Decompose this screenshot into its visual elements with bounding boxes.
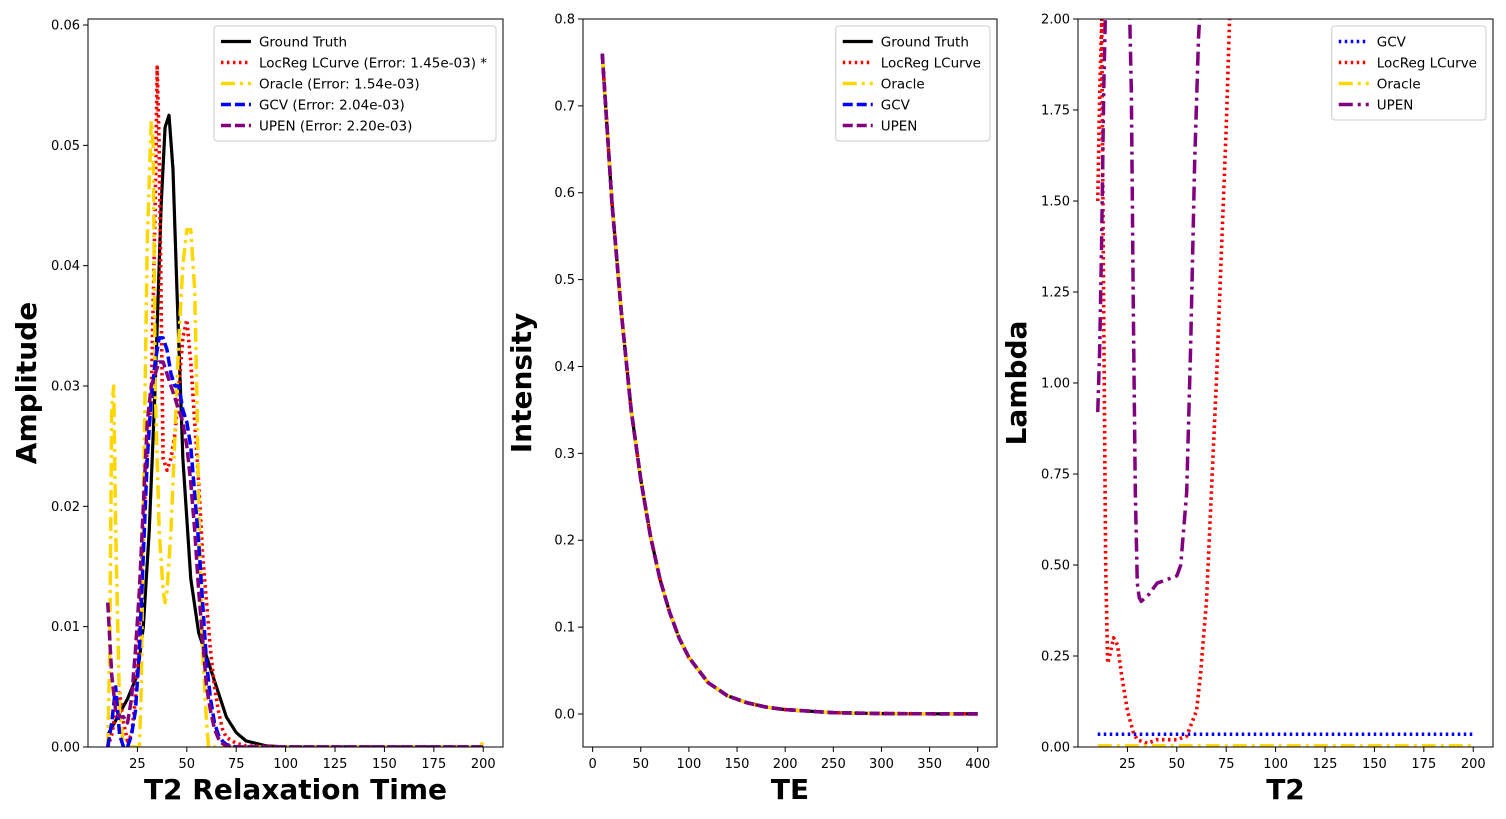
x-tick-label: 100 (676, 757, 701, 772)
axes-frame (582, 18, 998, 748)
x-axis-label: T2 Relaxation Time (144, 773, 447, 806)
y-tick-label: 0.3 (554, 447, 575, 462)
legend-label: Ground Truth (881, 35, 969, 51)
y-tick-label: 0.06 (51, 19, 80, 34)
legend-label: Oracle (Error: 1.54e-03) (259, 77, 420, 93)
x-tick-label: 200 (773, 757, 798, 772)
y-tick-label: 0.75 (1041, 468, 1070, 483)
legend-box (1331, 25, 1487, 121)
x-tick-label: 0 (588, 757, 596, 772)
y-tick-label: 0.4 (554, 360, 575, 375)
x-tick-label: 175 (1411, 757, 1436, 772)
series-line-4 (106, 336, 484, 747)
legend-box (213, 25, 497, 142)
x-tick-label: 200 (471, 757, 496, 772)
y-tick-label: 0.00 (1041, 741, 1070, 756)
legend-label: LocReg LCurve (1377, 56, 1477, 72)
x-tick-label: 50 (179, 757, 196, 772)
x-tick-label: 50 (632, 757, 649, 772)
x-tick-label: 350 (917, 757, 942, 772)
y-axis-label: Amplitude (10, 302, 43, 464)
y-tick-label: 2.00 (1041, 13, 1070, 28)
y-tick-label: 0.01 (51, 620, 80, 635)
y-tick-label: 0.04 (51, 259, 80, 274)
series-line-4 (600, 53, 978, 716)
x-tick-label: 250 (821, 757, 846, 772)
legend-label: GCV (1377, 35, 1407, 51)
x-tick-label: 175 (421, 757, 446, 772)
y-tick-label: 0.50 (1041, 559, 1070, 574)
legend-label: GCV (881, 98, 911, 114)
y-tick-label: 0.03 (51, 380, 80, 395)
y-tick-label: 0.7 (554, 99, 575, 114)
series-line-5 (106, 360, 484, 747)
y-axis-label: Intensity (505, 313, 538, 454)
axes-frame (87, 18, 504, 748)
x-tick-label: 125 (323, 757, 348, 772)
x-tick-label: 300 (869, 757, 894, 772)
series-line-2 (106, 65, 484, 747)
legend-label: UPEN (881, 119, 918, 135)
series-line-1 (106, 113, 484, 747)
legend-label: LocReg LCurve (881, 56, 981, 72)
y-tick-label: 0.25 (1041, 650, 1070, 665)
y-tick-label: 0.6 (554, 186, 575, 201)
legend: Ground Truth LocReg LCurve (Error: 1.45e-… (213, 25, 497, 142)
x-tick-label: 75 (1218, 757, 1235, 772)
x-tick-label: 200 (1461, 757, 1486, 772)
x-tick-label: 150 (725, 757, 750, 772)
series-line-5 (600, 53, 978, 716)
legend-label: UPEN (Error: 2.20e-03) (259, 119, 412, 135)
series-group (600, 53, 978, 716)
x-tick-label: 400 (965, 757, 990, 772)
legend-label: GCV (Error: 2.04e-03) (259, 98, 405, 114)
legend-label: UPEN (1377, 98, 1414, 114)
y-tick-label: 0.5 (554, 273, 575, 288)
x-tick-label: 100 (1263, 757, 1288, 772)
legend-label: Oracle (1377, 77, 1421, 93)
y-tick-label: 1.50 (1041, 195, 1070, 210)
legend-box (835, 25, 991, 142)
series-line-3 (106, 119, 485, 747)
series-group (106, 65, 485, 747)
x-tick-label: 25 (129, 757, 146, 772)
series-line-1 (600, 53, 978, 716)
series-line-2 (1095, 19, 1232, 746)
x-tick-label: 25 (1119, 757, 1136, 772)
axes-frame (1077, 18, 1494, 748)
x-tick-label: 100 (273, 757, 298, 772)
series-group (1095, 19, 1474, 747)
y-axis-label: Lambda (1000, 321, 1033, 446)
legend-label: Ground Truth (259, 35, 347, 51)
series-line-4 (1096, 19, 1202, 604)
series-line-2 (600, 53, 978, 716)
y-tick-label: 1.25 (1041, 286, 1070, 301)
legend: Ground Truth LocReg LCurve Oracle GCV UPEN (835, 25, 991, 142)
y-tick-label: 0.1 (554, 621, 575, 636)
x-tick-label: 125 (1313, 757, 1338, 772)
x-tick-label: 75 (228, 757, 245, 772)
x-tick-label: 150 (1362, 757, 1387, 772)
y-tick-label: 0.05 (51, 139, 80, 154)
y-tick-label: 1.00 (1041, 377, 1070, 392)
y-tick-label: 0.00 (51, 741, 80, 756)
x-tick-label: 50 (1169, 757, 1186, 772)
y-tick-label: 0.02 (51, 500, 80, 515)
series-line-3 (600, 53, 978, 716)
y-tick-label: 0.0 (554, 707, 575, 722)
y-tick-label: 0.2 (554, 534, 575, 549)
x-tick-label: 150 (372, 757, 397, 772)
legend-label: Oracle (881, 77, 925, 93)
legend-label: LocReg LCurve (Error: 1.45e-03) * (259, 56, 487, 72)
y-tick-label: 1.75 (1041, 104, 1070, 119)
subplot-2: 0 50 100 150 200 250 300 350 400 0.0 0.1 0.2 0.3 0.4 0… (505, 13, 998, 806)
legend: GCV LocReg LCurve Oracle UPEN (1331, 25, 1487, 121)
x-axis-label: T2 (1266, 773, 1305, 806)
y-tick-label: 0.8 (554, 13, 575, 28)
subplot-1: 25 50 75 100 125 150 175 200 0.00 0.01 0.02 0.03 0.0… (10, 18, 504, 806)
subplot-3: 25 50 75 100 125 150 175 200 0.00 0.25 0.50 0.75 1.0… (1000, 13, 1494, 806)
x-axis-label: TE (771, 773, 809, 806)
